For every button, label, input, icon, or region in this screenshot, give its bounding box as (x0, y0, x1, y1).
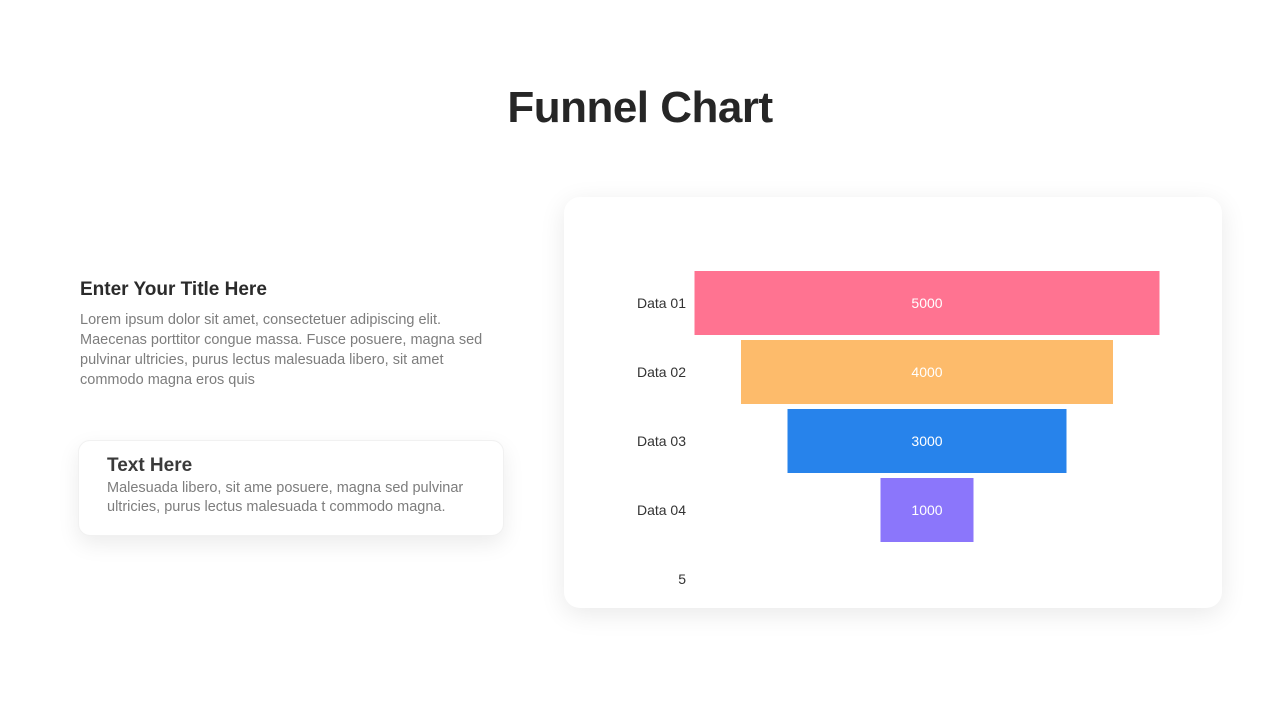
text-card-heading: Text Here (107, 455, 193, 476)
text-card: Text Here Malesuada libero, sit ame posu… (78, 440, 504, 536)
funnel-bar (880, 478, 974, 542)
funnel-chart: Data 01 5000 Data 02 4000 Data 03 3000 Data 04… (637, 271, 1160, 587)
page-title: Funnel Chart (507, 83, 773, 132)
chart-card: Data 01 5000 Data 02 4000 Data 03 3000 Data 04… (564, 197, 1222, 608)
category-label: Data 03 (637, 433, 686, 449)
funnel-bar (787, 409, 1067, 473)
funnel-bar (741, 340, 1113, 404)
data-label: 5000 (911, 295, 942, 311)
data-label: 1000 (911, 502, 942, 518)
category-label: 5 (678, 571, 686, 587)
text-card-body: Malesuada libero, sit ame posuere, magna… (107, 480, 464, 515)
info-block: Enter Your Title Here Lorem ipsum dolor … (80, 278, 500, 390)
info-heading: Enter Your Title Here (80, 279, 267, 300)
info-body: Lorem ipsum dolor sit amet, consectetuer… (80, 312, 483, 388)
data-label: 3000 (911, 433, 942, 449)
category-label: Data 01 (637, 295, 686, 311)
data-label: 4000 (911, 364, 942, 380)
category-label: Data 04 (637, 502, 686, 518)
category-label: Data 02 (637, 364, 686, 380)
funnel-bar (694, 271, 1160, 335)
